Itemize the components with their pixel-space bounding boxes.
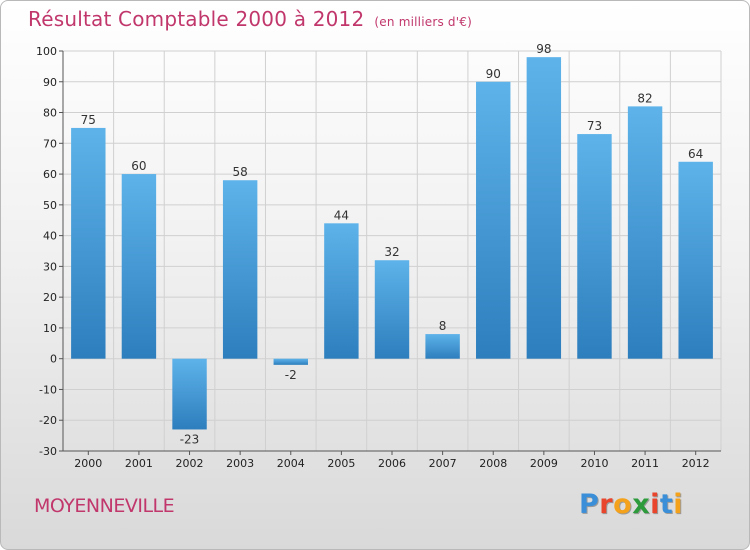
commune-name: MOYENNEVILLE bbox=[34, 495, 175, 517]
x-tick-label: 2010 bbox=[580, 457, 608, 470]
bar-chart: -30 -20 -10 0 10 20 30 40 50 60 70 80 90 100 2000 75 200… bbox=[36, 42, 722, 470]
data-label-2011: 82 bbox=[637, 91, 652, 105]
bar-2010 bbox=[577, 134, 612, 359]
x-tick-label: 2004 bbox=[277, 457, 305, 470]
x-tick-label: 2002 bbox=[176, 457, 204, 470]
logo-letter: t bbox=[659, 489, 674, 520]
y-tick-label: 100 bbox=[36, 45, 57, 58]
y-tick-label: -30 bbox=[39, 445, 57, 458]
y-tick-label: 20 bbox=[43, 291, 57, 304]
bar-2000 bbox=[71, 127, 106, 359]
data-label-2007: 8 bbox=[439, 319, 447, 333]
chart-title-text: Résultat Comptable 2000 à 2012 bbox=[28, 7, 365, 31]
data-label-2006: 32 bbox=[384, 245, 399, 259]
labels: -30 -20 -10 0 10 20 30 40 50 60 70 80 90 100 2000 75 200… bbox=[36, 42, 710, 470]
y-tick-label: 90 bbox=[43, 76, 57, 89]
x-tick-label: 2008 bbox=[479, 457, 507, 470]
bar-2009 bbox=[526, 57, 562, 359]
x-tick-label: 2011 bbox=[631, 457, 659, 470]
data-label-2009: 98 bbox=[536, 42, 551, 56]
proxiti-logo: Proxiti bbox=[579, 489, 683, 520]
logo-letter: P bbox=[579, 489, 600, 520]
bar-2001 bbox=[121, 174, 157, 359]
bar-2005 bbox=[324, 223, 359, 359]
logo-letter: i bbox=[673, 489, 684, 520]
x-tick-label: 2000 bbox=[74, 457, 102, 470]
x-tick-label: 2007 bbox=[429, 457, 457, 470]
bar-2006 bbox=[374, 260, 410, 359]
bar-2012 bbox=[678, 161, 713, 359]
y-tick-label: 40 bbox=[43, 230, 57, 243]
data-label-2000: 75 bbox=[81, 113, 96, 127]
bar-2004 bbox=[273, 358, 308, 365]
data-label-2004: -2 bbox=[285, 368, 297, 382]
x-tick-label: 2012 bbox=[682, 457, 710, 470]
data-label-2002: -23 bbox=[180, 432, 200, 446]
x-tick-label: 2009 bbox=[530, 457, 558, 470]
y-tick-label: 30 bbox=[43, 260, 57, 273]
data-label-2012: 64 bbox=[688, 147, 703, 161]
y-tick-label: 50 bbox=[43, 199, 57, 212]
bars bbox=[71, 57, 713, 430]
chart-subtitle: (en milliers d'€) bbox=[374, 15, 472, 29]
bar-2011 bbox=[627, 106, 663, 359]
data-label-2008: 90 bbox=[486, 67, 501, 81]
y-tick-label: -20 bbox=[39, 414, 57, 427]
logo-letter: o bbox=[613, 489, 633, 520]
data-label-2003: 58 bbox=[233, 165, 248, 179]
x-tick-label: 2006 bbox=[378, 457, 406, 470]
y-tick-label: 60 bbox=[43, 168, 57, 181]
y-tick-label: 70 bbox=[43, 137, 57, 150]
logo-letter: r bbox=[599, 489, 614, 520]
bar-2007 bbox=[425, 334, 460, 359]
y-tick-label: 0 bbox=[50, 353, 57, 366]
y-tick-label: -10 bbox=[39, 383, 57, 396]
logo-letter: x bbox=[632, 489, 651, 520]
bar-2003 bbox=[222, 180, 258, 359]
chart-title: Résultat Comptable 2000 à 2012 (en millie… bbox=[28, 7, 472, 31]
bar-2002 bbox=[172, 358, 207, 430]
x-tick-label: 2003 bbox=[226, 457, 254, 470]
data-label-2005: 44 bbox=[334, 208, 349, 222]
axes bbox=[59, 50, 721, 455]
x-tick-label: 2005 bbox=[327, 457, 355, 470]
x-tick-label: 2001 bbox=[125, 457, 153, 470]
y-tick-label: 80 bbox=[43, 107, 57, 120]
logo-letter: i bbox=[650, 489, 660, 520]
data-label-2010: 73 bbox=[587, 119, 602, 133]
bar-2008 bbox=[476, 81, 511, 359]
y-tick-label: 10 bbox=[43, 322, 57, 335]
data-label-2001: 60 bbox=[131, 159, 146, 173]
